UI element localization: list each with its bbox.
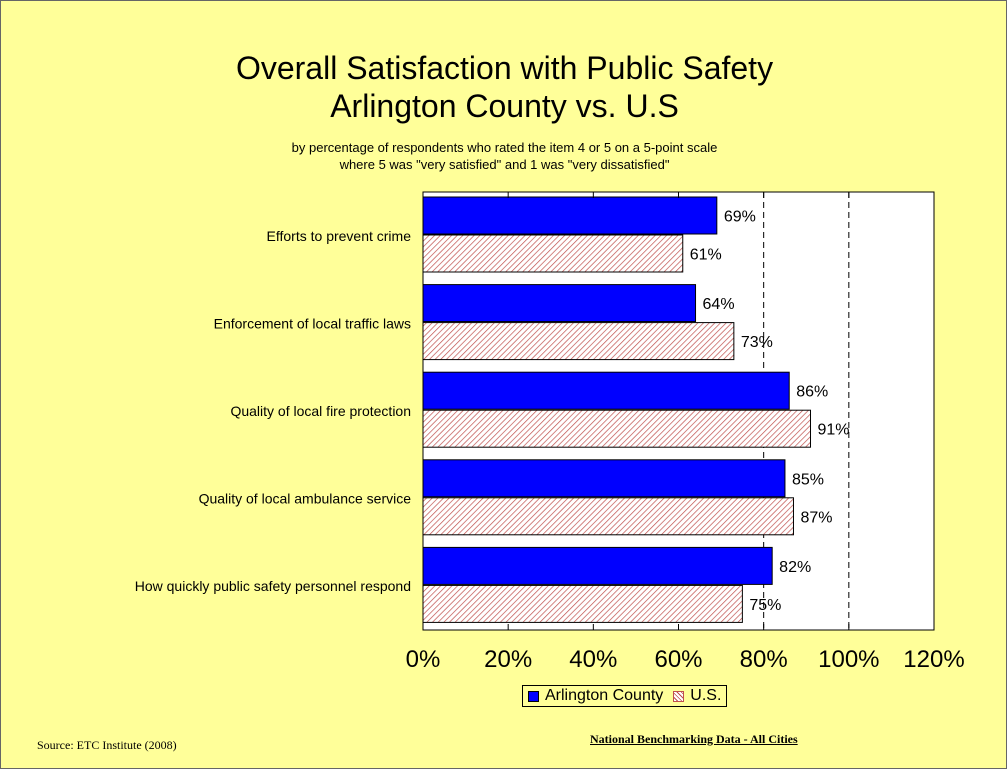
- data-label-us-0: 61%: [690, 247, 722, 264]
- category-label-4: How quickly public safety personnel resp…: [135, 578, 411, 594]
- category-label-3: Quality of local ambulance service: [199, 491, 412, 507]
- bar-us-3: [422, 497, 794, 536]
- x-tick-label-2: 40%: [569, 646, 617, 673]
- chart-legend: Arlington County U.S.: [522, 685, 728, 707]
- chart-title-line2: Arlington County vs. U.S: [330, 88, 679, 124]
- legend-swatch-arlington: [528, 690, 539, 702]
- x-tick-label-0: 0%: [406, 646, 441, 673]
- bar-arlington-3: [422, 459, 786, 498]
- bar-us-0: [422, 234, 684, 273]
- legend-label-us: U.S.: [690, 687, 722, 704]
- x-tick-label-3: 60%: [654, 646, 702, 673]
- x-tick-label-4: 80%: [740, 646, 788, 673]
- data-label-arlington-0: 69%: [724, 209, 756, 226]
- chart-subtitle-line2: where 5 was "very satisfied" and 1 was "…: [339, 157, 670, 172]
- legend-swatch-us: [673, 690, 685, 702]
- bar-us-1: [422, 322, 735, 361]
- x-tick-label-5: 100%: [818, 646, 879, 673]
- data-label-arlington-3: 85%: [792, 471, 824, 488]
- category-label-2: Quality of local fire protection: [230, 403, 411, 419]
- data-label-arlington-2: 86%: [796, 384, 828, 401]
- bar-arlington-4: [422, 546, 773, 585]
- data-label-arlington-1: 64%: [703, 296, 735, 313]
- bar-arlington-1: [422, 284, 697, 323]
- data-label-us-3: 87%: [800, 509, 832, 526]
- category-label-0: Efforts to prevent crime: [267, 228, 412, 244]
- data-label-us-1: 73%: [741, 334, 773, 351]
- source-note: Source: ETC Institute (2008): [37, 738, 177, 752]
- bar-arlington-2: [422, 371, 790, 410]
- category-label-1: Enforcement of local traffic laws: [214, 315, 411, 331]
- x-tick-label-6: 120%: [903, 646, 964, 673]
- data-label-arlington-4: 82%: [779, 559, 811, 576]
- bar-us-4: [422, 584, 743, 623]
- chart-subtitle-line1: by percentage of respondents who rated t…: [291, 140, 718, 155]
- chart-title-line1: Overall Satisfaction with Public Safety: [235, 50, 774, 86]
- legend-label-arlington: Arlington County: [545, 687, 664, 704]
- bar-us-2: [422, 409, 812, 448]
- bar-arlington-0: [422, 196, 718, 235]
- data-label-us-2: 91%: [818, 422, 850, 439]
- data-label-us-4: 75%: [749, 597, 781, 614]
- x-tick-label-1: 20%: [484, 646, 532, 673]
- benchmark-note: National Benchmarking Data - All Cities: [590, 732, 798, 746]
